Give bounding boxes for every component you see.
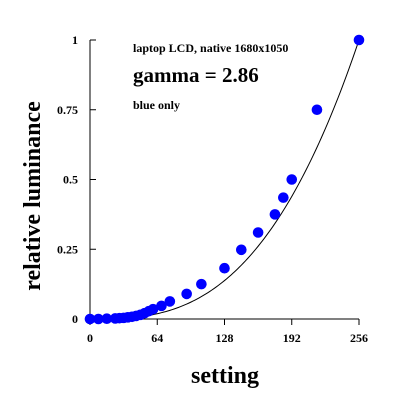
annotation-line-3: blue only bbox=[133, 98, 180, 112]
x-axis-label: setting bbox=[191, 363, 259, 389]
x-tick-label: 64 bbox=[151, 331, 163, 345]
data-point bbox=[236, 244, 247, 256]
data-point bbox=[93, 313, 104, 325]
data-point bbox=[196, 278, 207, 290]
data-point bbox=[181, 288, 192, 300]
data-point bbox=[84, 313, 96, 325]
x-tick-label: 192 bbox=[283, 331, 301, 345]
y-tick-label: 0.25 bbox=[57, 242, 78, 256]
data-points-layer bbox=[84, 34, 365, 325]
data-point bbox=[286, 174, 298, 185]
y-tick-label: 0.75 bbox=[57, 103, 78, 117]
annotation-line-1: laptop LCD, native 1680x1050 bbox=[133, 41, 288, 55]
tick-labels-layer: 0 0.25 0.5 0.75 1 0 64 128 192 256 bbox=[57, 33, 368, 345]
data-point bbox=[101, 313, 113, 325]
y-tick-label: 0 bbox=[72, 312, 78, 326]
y-axis-label: relative luminance bbox=[20, 101, 46, 291]
data-point bbox=[278, 192, 289, 203]
y-tick-label: 0.5 bbox=[63, 173, 78, 187]
x-tick-label: 128 bbox=[216, 331, 234, 345]
data-point bbox=[353, 34, 365, 46]
data-point bbox=[269, 209, 281, 220]
y-tick-label: 1 bbox=[72, 33, 78, 47]
annotation-gamma: gamma = 2.86 bbox=[133, 63, 259, 87]
data-point bbox=[156, 300, 167, 312]
x-tick-label: 256 bbox=[350, 331, 368, 345]
data-point bbox=[252, 227, 264, 238]
data-point bbox=[311, 104, 323, 116]
data-point bbox=[219, 262, 230, 274]
x-tick-label: 0 bbox=[87, 331, 93, 345]
data-point bbox=[164, 296, 176, 307]
data-point bbox=[147, 303, 159, 315]
